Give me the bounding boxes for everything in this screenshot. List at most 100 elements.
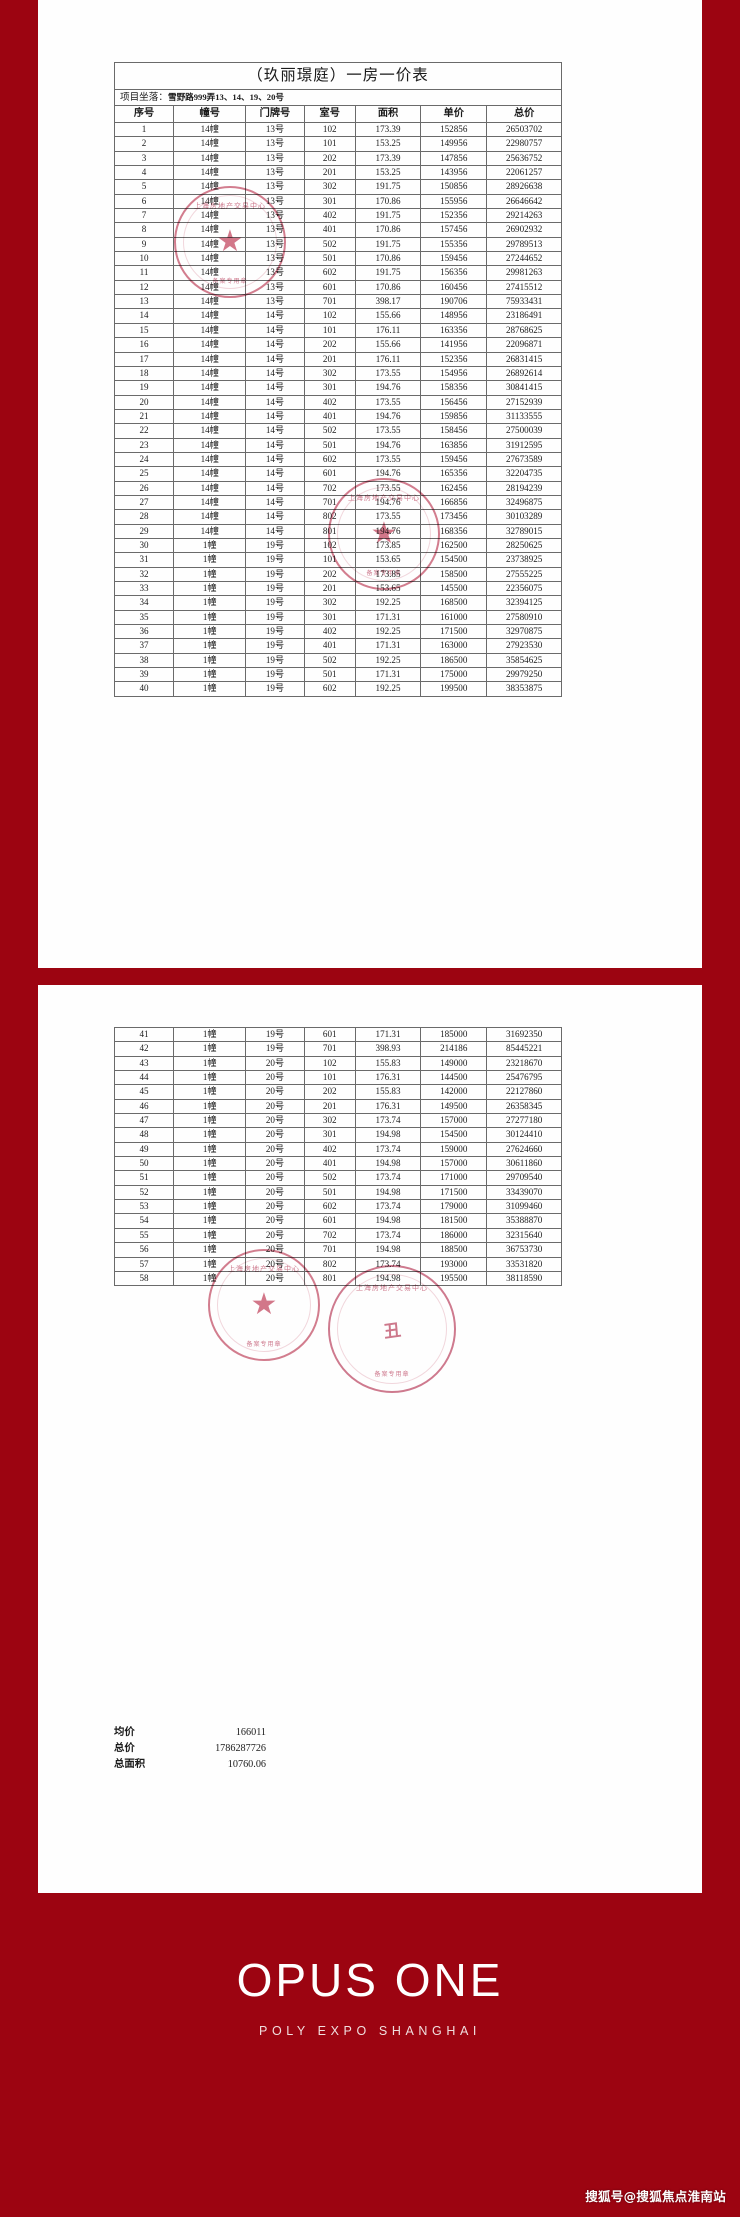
cell-building: 1幢 [172, 1141, 247, 1158]
cell-unit-price: 154500 [420, 552, 488, 568]
cell-index: 47 [114, 1113, 174, 1129]
cell-building: 1幢 [172, 1127, 247, 1143]
table-row: 2 14幢 13号 101 153.25 149956 22980757 [114, 136, 562, 152]
table-row: 9 14幢 13号 502 191.75 155356 29789513 [114, 236, 562, 253]
cell-room: 102 [303, 1055, 356, 1072]
cell-building: 1幢 [172, 638, 247, 654]
cell-index: 12 [114, 279, 174, 296]
cell-unit-price: 147856 [420, 150, 488, 167]
cell-door: 14号 [245, 466, 305, 482]
summary-value-average-price: 166011 [235, 1727, 266, 1738]
cell-index: 49 [114, 1141, 174, 1158]
cell-index: 18 [114, 365, 174, 382]
table-row: 7 14幢 13号 402 191.75 152356 29214263 [114, 208, 562, 224]
cell-index: 9 [114, 236, 174, 253]
cell-door: 20号 [245, 1156, 305, 1172]
table-row: 30 1幢 19号 102 173.85 162500 28250625 [114, 537, 562, 554]
cell-total-price: 33531820 [486, 1256, 562, 1272]
cell-room: 701 [303, 1041, 356, 1057]
cell-total-price: 33439070 [486, 1184, 562, 1201]
cell-unit-price: 193000 [420, 1256, 488, 1272]
cell-area: 155.83 [354, 1055, 422, 1072]
cell-unit-price: 162456 [420, 480, 488, 496]
cell-building: 14幢 [172, 394, 247, 410]
seal-arc-bottom-text: 备案专用章 [246, 1342, 282, 1348]
cell-room: 301 [303, 193, 356, 210]
cell-area: 173.55 [354, 451, 422, 468]
cell-index: 5 [114, 179, 174, 195]
cell-door: 13号 [245, 136, 305, 152]
cell-building: 1幢 [172, 595, 247, 611]
cell-room: 202 [303, 150, 356, 167]
cell-door: 14号 [245, 437, 305, 453]
cell-door: 14号 [245, 523, 305, 539]
cell-area: 194.98 [354, 1184, 422, 1201]
cell-index: 50 [114, 1156, 174, 1172]
cell-door: 13号 [245, 294, 305, 310]
cell-room: 702 [303, 480, 356, 496]
cell-building: 1幢 [172, 537, 247, 554]
cell-door: 13号 [245, 222, 305, 238]
seal-star-icon: ★ [250, 1288, 278, 1321]
cell-total-price: 26358345 [486, 1098, 562, 1115]
cell-door: 13号 [245, 265, 305, 281]
cell-area: 173.74 [354, 1170, 422, 1186]
table-row: 50 1幢 20号 401 194.98 157000 30611860 [114, 1156, 562, 1172]
cell-area: 173.55 [354, 509, 422, 525]
cell-index: 48 [114, 1127, 174, 1143]
cell-room: 301 [303, 380, 356, 396]
cell-total-price: 31912595 [486, 437, 562, 453]
cell-door: 13号 [245, 279, 305, 296]
cell-building: 1幢 [172, 566, 247, 583]
cell-room: 702 [303, 1227, 356, 1244]
cell-area: 398.17 [354, 294, 422, 310]
cell-room: 802 [303, 509, 356, 525]
cell-door: 19号 [245, 580, 305, 597]
cell-area: 170.86 [354, 279, 422, 296]
cell-building: 14幢 [172, 423, 247, 439]
cell-room: 202 [303, 337, 356, 353]
cell-door: 19号 [245, 638, 305, 654]
cell-unit-price: 162500 [420, 537, 488, 554]
cell-index: 26 [114, 480, 174, 496]
cell-door: 20号 [245, 1084, 305, 1100]
project-location-value: 雪野路999弄13、14、19、20号 [167, 92, 284, 102]
cell-index: 10 [114, 251, 174, 267]
cell-total-price: 32204735 [486, 466, 562, 482]
cell-building: 1幢 [172, 1256, 247, 1272]
cell-total-price: 22127860 [486, 1084, 562, 1100]
table-row: 18 14幢 14号 302 173.55 154956 26892614 [114, 365, 562, 382]
cell-door: 14号 [245, 365, 305, 382]
cell-room: 201 [303, 165, 356, 181]
cell-total-price: 35388870 [486, 1213, 562, 1229]
table-row: 21 14幢 14号 401 194.76 159856 31133555 [114, 408, 562, 425]
page-title: （玖丽璟庭）一房一价表 [114, 62, 562, 90]
cell-room: 401 [303, 222, 356, 238]
summary-row: 总价 1786287726 [114, 1741, 266, 1757]
column-header-door: 门牌号 [245, 105, 305, 123]
cell-building: 1幢 [172, 1098, 247, 1115]
cell-index: 30 [114, 537, 174, 554]
cell-index: 17 [114, 351, 174, 367]
cell-total-price: 30611860 [486, 1156, 562, 1172]
cell-area: 192.25 [354, 681, 422, 697]
cell-door: 14号 [245, 451, 305, 468]
cell-unit-price: 199500 [420, 681, 488, 697]
cell-index: 14 [114, 308, 174, 324]
cell-door: 20号 [245, 1170, 305, 1186]
cell-total-price: 38118590 [486, 1270, 562, 1287]
cell-index: 1 [114, 121, 174, 138]
cell-unit-price: 186000 [420, 1227, 488, 1244]
cell-index: 6 [114, 193, 174, 210]
cell-index: 24 [114, 451, 174, 468]
cell-total-price: 32789015 [486, 523, 562, 539]
cell-total-price: 26831415 [486, 351, 562, 367]
cell-room: 402 [303, 394, 356, 410]
cell-room: 701 [303, 294, 356, 310]
cell-building: 14幢 [172, 494, 247, 511]
cell-area: 153.65 [354, 552, 422, 568]
cell-area: 173.55 [354, 365, 422, 382]
cell-building: 14幢 [172, 193, 247, 210]
cell-room: 102 [303, 537, 356, 554]
cell-area: 194.98 [354, 1156, 422, 1172]
